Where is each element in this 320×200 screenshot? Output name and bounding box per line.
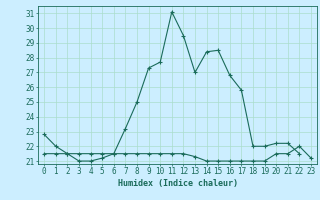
X-axis label: Humidex (Indice chaleur): Humidex (Indice chaleur) xyxy=(118,179,238,188)
